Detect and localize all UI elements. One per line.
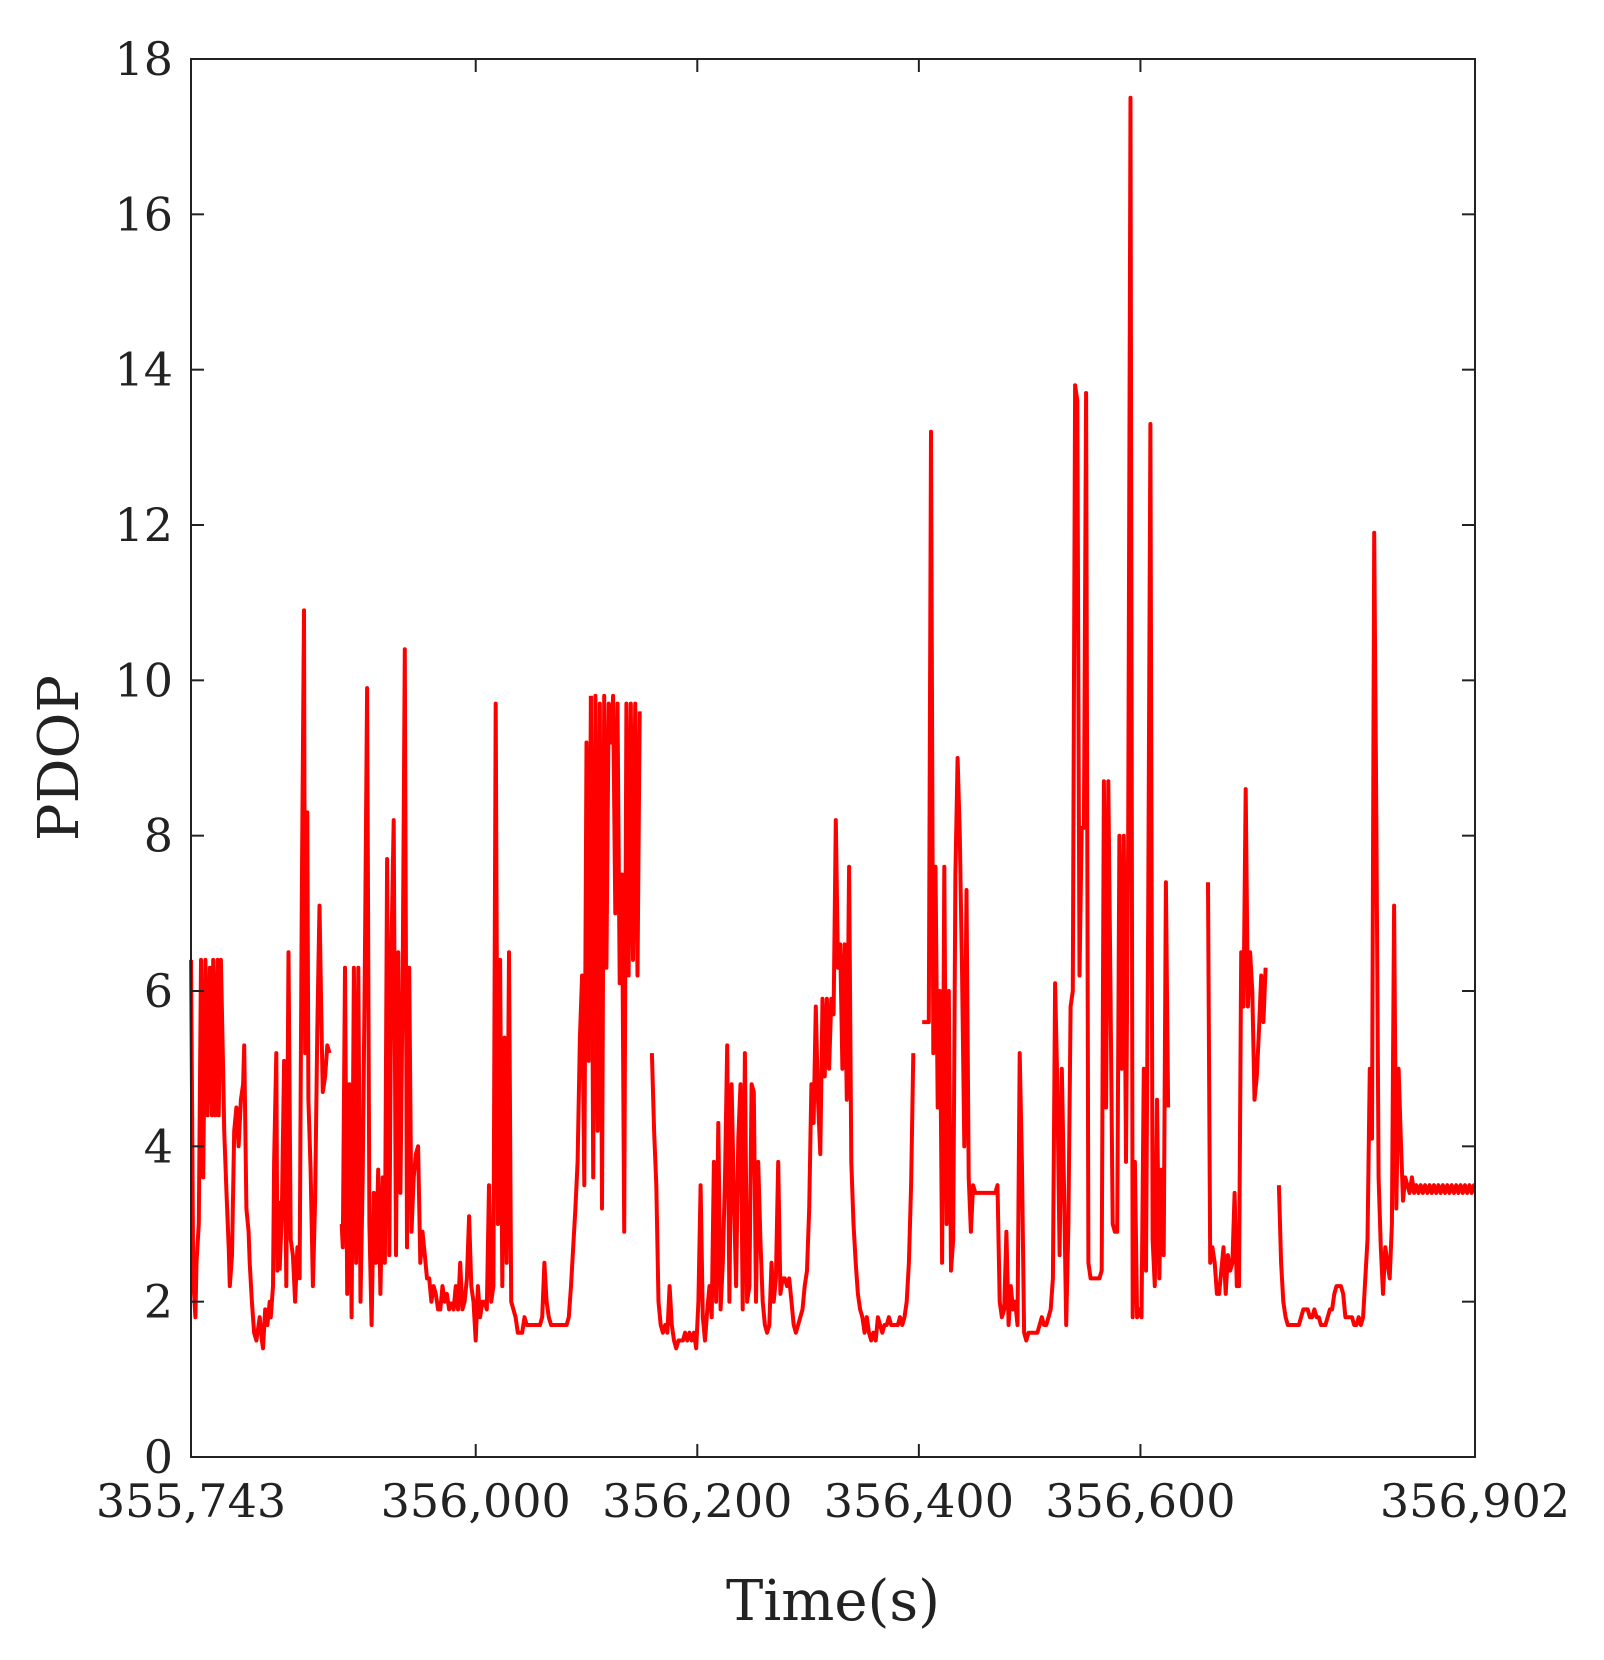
y-tick-label: 14 [114, 343, 173, 397]
pdop-series-segment [1276, 530, 1476, 1327]
y-tick-label: 18 [114, 32, 173, 86]
x-axis-title: Time(s) [726, 1569, 940, 1634]
x-tick-label: 356,600 [1045, 1474, 1235, 1528]
y-tick-label: 12 [114, 498, 173, 552]
pdop-series-segment [807, 818, 916, 1343]
pdop-series-segment [277, 608, 332, 1304]
pdop-series-segment [189, 957, 282, 1351]
x-tick-label: 355,743 [96, 1474, 286, 1528]
y-tick-label: 10 [114, 653, 173, 707]
pdop-series-segment [588, 693, 642, 1234]
pdop-series-segment [649, 1043, 812, 1351]
plot-frame [190, 58, 1476, 1458]
pdop-series-segment [922, 95, 1171, 1343]
x-tick-label: 356,000 [381, 1474, 571, 1528]
series-layer [189, 95, 1476, 1351]
y-tick-label: 8 [144, 809, 173, 863]
y-tick-label: 4 [144, 1119, 173, 1173]
pdop-series-segment [339, 647, 454, 1327]
tick-labels-layer: 0 2 4 6 8 10 12 14 16 18 355,743 356,000 356,200 356,… [96, 32, 1570, 1528]
x-tick-label: 356,200 [602, 1474, 792, 1528]
y-axis-title: PDOP [27, 675, 92, 841]
x-tick-label: 356,400 [824, 1474, 1014, 1528]
x-tick-label: 356,902 [1380, 1474, 1570, 1528]
pdop-series-segment [449, 695, 593, 1343]
y-tick-label: 6 [144, 964, 173, 1018]
pdop-series-segment [1206, 787, 1268, 1296]
y-tick-label: 16 [114, 187, 173, 241]
y-tick-label: 2 [144, 1275, 173, 1329]
y-tick-label: 0 [144, 1430, 173, 1484]
